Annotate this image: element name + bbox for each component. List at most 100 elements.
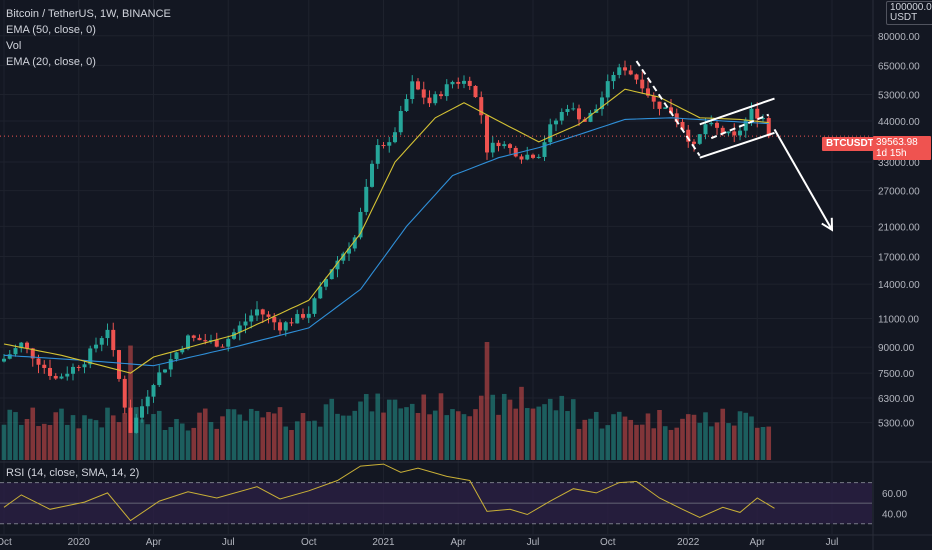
volume-bar bbox=[507, 399, 513, 460]
candle-body bbox=[375, 145, 380, 164]
candle-body bbox=[335, 260, 340, 270]
time-tick-label: 2021 bbox=[372, 537, 395, 548]
volume-bar bbox=[162, 430, 168, 460]
volume-bar bbox=[731, 425, 737, 460]
volume-bar bbox=[323, 404, 329, 460]
volume-bar bbox=[220, 416, 225, 460]
candle-body bbox=[312, 298, 317, 314]
candle-body bbox=[117, 350, 121, 379]
price-axis-unit[interactable]: 100000.00 USDT bbox=[886, 1, 932, 25]
volume-bar bbox=[110, 415, 116, 460]
volume-bar bbox=[271, 413, 277, 460]
candle-body bbox=[646, 88, 650, 96]
candle-body bbox=[301, 314, 305, 318]
candle-body bbox=[140, 406, 144, 418]
candle-body bbox=[306, 313, 311, 318]
candle-body bbox=[703, 124, 708, 135]
volume-bar bbox=[737, 411, 743, 460]
volume-bar bbox=[536, 406, 542, 460]
ema20-legend[interactable]: EMA (20, close, 0) bbox=[6, 56, 96, 68]
volume-bar bbox=[243, 420, 248, 460]
price-tick-label: 7500.00 bbox=[878, 369, 915, 380]
volume-bar bbox=[191, 427, 197, 460]
price-tick-label: 21000.00 bbox=[878, 222, 920, 233]
volume-bar bbox=[346, 415, 352, 460]
time-tick-label: 2020 bbox=[68, 537, 91, 548]
volume-bar bbox=[450, 409, 455, 460]
candle-body bbox=[738, 130, 742, 136]
volume-bar bbox=[340, 415, 346, 460]
volume-bar bbox=[145, 424, 151, 460]
candle-body bbox=[605, 81, 610, 98]
volume-bar bbox=[599, 428, 605, 460]
rsi-tick-label: 40.00 bbox=[882, 509, 907, 520]
time-tick-label: Jul bbox=[222, 537, 235, 548]
ema20-line bbox=[3, 88, 769, 374]
volume-bar bbox=[427, 414, 432, 460]
candle-body bbox=[680, 121, 685, 130]
volume-bar bbox=[685, 414, 691, 460]
candle-body bbox=[456, 81, 461, 84]
candle-body bbox=[577, 108, 581, 120]
candle-body bbox=[709, 122, 714, 125]
volume-bar bbox=[7, 409, 13, 460]
candle-body bbox=[623, 67, 627, 71]
candle-body bbox=[266, 314, 271, 317]
price-tick-label: 80000.00 bbox=[878, 32, 920, 43]
volume-bar bbox=[432, 410, 438, 460]
last-price-value: 39563.98 bbox=[876, 137, 918, 148]
candle-body bbox=[7, 354, 12, 359]
volume-bar bbox=[398, 408, 404, 460]
candle-body bbox=[260, 309, 265, 315]
candle-body bbox=[473, 85, 478, 98]
volume-bar bbox=[438, 393, 444, 460]
candle-body bbox=[755, 108, 760, 119]
trend-annotations[interactable] bbox=[635, 60, 834, 232]
volume-bar bbox=[174, 418, 179, 460]
volume-legend[interactable]: Vol bbox=[6, 40, 22, 52]
price-tick-label: 65000.00 bbox=[878, 61, 920, 72]
candle-body bbox=[433, 94, 438, 104]
volume-bar bbox=[105, 407, 110, 460]
candle-body bbox=[651, 95, 656, 102]
ema50-legend[interactable]: EMA (50, close, 0) bbox=[6, 24, 96, 36]
volume-bar bbox=[605, 425, 611, 460]
candle-body bbox=[226, 338, 231, 347]
price-tick-label: 11000.00 bbox=[878, 315, 919, 326]
volume-bar bbox=[214, 428, 220, 460]
candle-body bbox=[318, 286, 323, 299]
volume-bar bbox=[501, 393, 507, 460]
candle-body bbox=[122, 378, 127, 408]
candle-body bbox=[145, 396, 150, 407]
candle-body bbox=[237, 325, 242, 333]
volume-bar bbox=[139, 419, 145, 460]
volume-bar bbox=[766, 426, 772, 460]
candle-body bbox=[485, 115, 489, 153]
candle-body bbox=[571, 108, 576, 110]
candle-body bbox=[427, 97, 432, 104]
price-tick-label: 27000.00 bbox=[878, 187, 920, 198]
volume-bar bbox=[496, 414, 501, 460]
volume-bar bbox=[352, 410, 358, 460]
candle-body bbox=[421, 89, 426, 98]
volume-bar bbox=[415, 413, 421, 460]
candle-body bbox=[726, 131, 731, 134]
rsi-legend[interactable]: RSI (14, close, SMA, 14, 2) bbox=[6, 467, 140, 479]
candle-body bbox=[467, 80, 472, 86]
volume-bar bbox=[254, 410, 260, 460]
chart-title[interactable]: Bitcoin / TetherUS, 1W, BINANCE bbox=[6, 8, 171, 20]
volume-bar bbox=[404, 407, 409, 460]
volume-bar bbox=[628, 419, 634, 460]
candle-body bbox=[220, 346, 225, 348]
volume-bar bbox=[317, 426, 323, 460]
candle-body bbox=[669, 107, 673, 114]
candle-body bbox=[559, 111, 564, 121]
volume-bar bbox=[24, 419, 30, 460]
volume-bar bbox=[639, 424, 645, 460]
channel-upper-line bbox=[699, 97, 775, 126]
candle-body bbox=[450, 81, 455, 85]
candle-body bbox=[30, 348, 35, 359]
candle-body bbox=[71, 366, 75, 374]
volume-bar bbox=[455, 411, 461, 460]
